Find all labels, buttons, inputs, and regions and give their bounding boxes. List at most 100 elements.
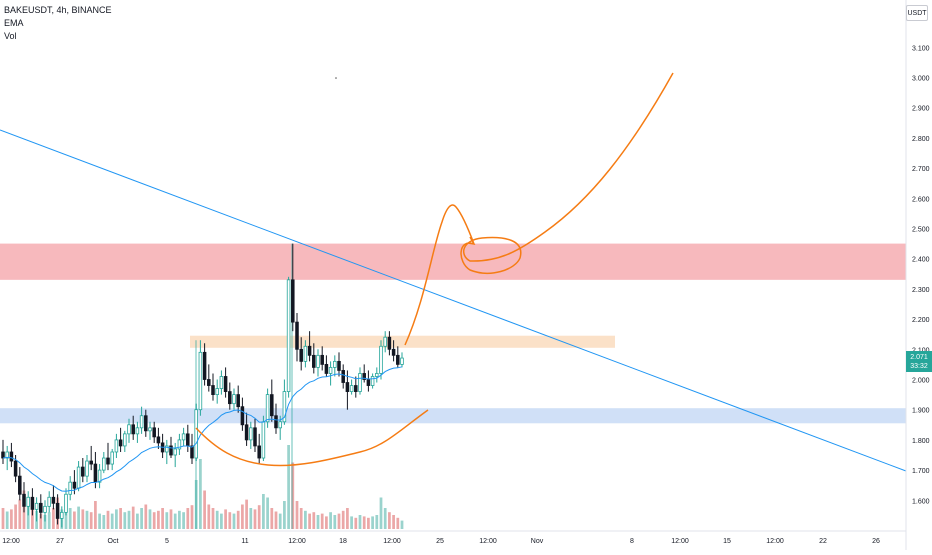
volume-bar: [173, 513, 177, 529]
candle-body: [354, 385, 358, 392]
volume-bar: [215, 510, 219, 529]
candle-body: [13, 460, 18, 477]
price-axis[interactable]: 3.100 3.000 2.900 2.800 2.700 2.600 2.500 2.400…: [912, 45, 930, 505]
volume-bar: [341, 510, 345, 529]
volume-bar: [371, 516, 374, 529]
bar-countdown: 33:32: [910, 362, 928, 370]
descending-trendline[interactable]: [0, 129, 907, 472]
volume-bar: [362, 516, 366, 529]
candle-body: [261, 421, 266, 459]
candle-body: [60, 511, 64, 519]
price-tick-label: 2.000: [912, 378, 930, 385]
volume-bar: [304, 510, 307, 529]
candle-body: [135, 427, 140, 435]
candle-body: [211, 385, 215, 396]
volume-bar: [367, 517, 370, 529]
volume-bar: [295, 501, 299, 529]
candle-body: [286, 279, 291, 392]
candle-body: [148, 427, 152, 432]
candle-body: [333, 360, 337, 368]
candle-body: [207, 379, 211, 386]
volume-bar: [299, 508, 303, 529]
candle-body: [349, 385, 354, 392]
candle-body: [249, 427, 253, 441]
candle-body: [51, 496, 56, 504]
volume-bar: [232, 513, 236, 529]
currency-button[interactable]: USDT: [906, 5, 928, 21]
price-tick-label: 2.600: [912, 196, 930, 203]
volume-bar: [10, 509, 13, 529]
candle-body: [282, 391, 287, 423]
candle-body: [295, 321, 299, 350]
time-axis[interactable]: 12:00 27 Oct 5 11 12:00 18 12:00 25 12:00 Nov 8 12:0…: [2, 538, 880, 545]
candle-body: [270, 394, 274, 417]
price-tick-label: 3.100: [912, 45, 930, 52]
zone-support[interactable]: [0, 408, 906, 424]
candle-body: [156, 436, 161, 444]
price-tick-label: 3.000: [912, 76, 930, 83]
candle-body: [370, 376, 375, 386]
candle-body: [320, 354, 324, 365]
dot-marker: [335, 77, 337, 79]
orange-drawing-curve[interactable]: [195, 409, 429, 467]
candle-body: [64, 493, 68, 513]
candle-body: [131, 424, 135, 435]
volume-bar: [119, 508, 122, 529]
volume-bar: [333, 515, 337, 529]
time-tick-label: 12:00: [671, 538, 689, 545]
price-tick-label: 2.700: [912, 166, 930, 173]
volume-bar: [123, 512, 127, 529]
time-tick-label: 12:00: [383, 538, 401, 545]
symbol-legend[interactable]: BAKEUSDT, 4h, BINANCE: [4, 5, 112, 15]
candle-body: [169, 445, 173, 456]
candle-body: [337, 360, 341, 371]
candle-body: [341, 370, 345, 383]
price-tick-label: 2.200: [912, 317, 930, 324]
volume-bar: [241, 504, 244, 529]
last-price-value: 2.071: [910, 353, 928, 361]
volume-bar: [278, 513, 282, 529]
volume-bar: [14, 504, 17, 529]
time-tick-label: 18: [339, 538, 347, 545]
volume-bar: [346, 508, 349, 529]
volume-bar: [325, 516, 328, 529]
volume-bar: [1, 508, 5, 529]
volume-bar: [383, 508, 387, 529]
candle-body: [72, 481, 77, 489]
candle-body: [55, 502, 60, 519]
candle-body: [387, 336, 392, 350]
volume-bar: [308, 513, 311, 529]
volume-legend[interactable]: Vol: [4, 31, 17, 41]
volume-bar: [47, 512, 51, 529]
orange-projection-path[interactable]: [404, 72, 674, 346]
candle-body: [190, 445, 194, 459]
price-tick-label: 2.900: [912, 106, 930, 113]
candle-body: [186, 433, 190, 447]
volume-bar: [18, 499, 22, 529]
volume-bar: [203, 490, 206, 529]
volume-bar: [81, 509, 85, 529]
candle-body: [139, 415, 144, 429]
volume-bar: [379, 497, 383, 529]
candle-body: [391, 348, 396, 356]
candle-body: [358, 373, 362, 392]
volume-bar: [43, 515, 47, 529]
zone-resistance[interactable]: [0, 243, 906, 280]
volume-bar: [182, 512, 185, 529]
volume-bar: [388, 512, 391, 529]
candle-body: [26, 496, 30, 507]
time-tick-label: 26: [872, 538, 880, 545]
volume-bar: [211, 508, 215, 529]
volume-bar: [110, 513, 114, 529]
zones-layer: [0, 243, 906, 424]
ema-legend[interactable]: EMA: [4, 18, 24, 28]
time-tick-label: 5: [165, 538, 169, 545]
volume-bar: [312, 512, 316, 529]
volume-bar: [178, 510, 181, 529]
volume-bar: [274, 511, 278, 529]
candle-body: [93, 463, 98, 483]
volume-bar: [190, 505, 194, 529]
spike-highlight: [291, 243, 293, 529]
